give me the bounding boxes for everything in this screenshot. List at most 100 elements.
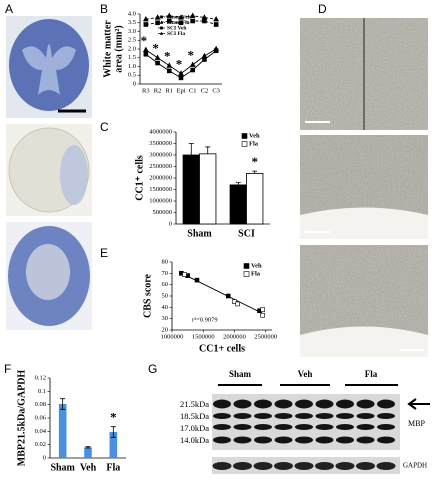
band [213,413,231,419]
arrow [407,398,430,410]
marker-label: 21.5kDa [180,399,209,409]
x-tick-label: R3 [142,87,150,94]
band [274,413,293,419]
legend-label: SCI Fla [167,31,185,37]
significance: * [187,48,194,63]
marker [182,272,187,277]
marker [160,15,163,19]
x-tick-label: Epi [176,87,185,94]
band [274,424,293,430]
legend-label: Fla [249,140,259,147]
y-tick-label: 1.0 [128,63,136,70]
y-tick-label: 2.0 [128,45,136,52]
annotation: r²=0.9079 [192,316,218,323]
group-label: Sham [229,369,252,379]
marker [143,22,149,27]
band [376,462,396,470]
y-tick-label: 40 [162,304,169,311]
y-tick-label: 0.06 [35,414,47,421]
marker [159,20,164,24]
trend-line [181,272,263,314]
histology-a [6,16,92,330]
error-bar [188,143,194,155]
x-tick-label: C1 [189,87,197,94]
band [356,399,375,409]
band [233,424,252,430]
y-tick-label: 3.0 [128,28,136,35]
band [295,413,313,419]
band [356,413,375,419]
band [356,462,375,470]
marker [260,307,265,312]
band [233,436,252,444]
band [356,424,375,430]
y-tick-label: 0.1 [38,388,46,395]
marker [159,31,164,35]
band [294,462,314,470]
y-tick-label: 0.02 [35,441,46,448]
band [254,436,272,444]
marker [155,60,160,66]
group-label: Veh [298,369,313,379]
marker [142,46,149,52]
band [336,413,354,419]
panel-label: B [100,2,108,16]
y-axis-title: White matter [102,20,113,78]
tissue-edge [300,207,428,239]
band [315,424,334,430]
band [254,399,272,409]
y-tick-label: 3500000 [149,140,172,147]
band [315,436,334,444]
marker [189,61,196,67]
marker-label: 14.0kDa [180,435,209,445]
significance: * [251,154,258,169]
bar [58,404,67,458]
band [336,436,354,444]
error-bar [60,398,66,410]
marker [166,12,173,18]
panel-label: F [4,362,11,376]
y-tick-label: 20 [162,326,169,333]
error-bar [110,426,116,438]
y-tick-label: 4000000 [149,128,172,135]
y-tick-label: 0 [133,80,136,87]
y-tick-label: 4.0 [128,10,136,17]
y-tick-label: 500000 [153,209,173,216]
x-tick-label: 1000000 [161,333,184,340]
x-tick-label: Fla [106,462,120,473]
legend-label: Sham Fla [167,20,190,26]
legend-swatch [243,271,250,277]
gray-matter [22,44,76,95]
panel-label: G [148,362,157,376]
x-tick-label: SCI [238,228,255,239]
legend-label: Sham Veh [167,14,191,20]
band [274,399,293,409]
panel-label: E [100,246,108,260]
marker-label: 17.0kDa [180,423,209,433]
x-tick-label: C2 [201,87,209,94]
marker [189,12,196,18]
legend-label: Veh [251,262,262,269]
band [213,436,231,444]
y-tick-label: 2500000 [149,163,172,170]
band [274,436,293,444]
band [295,399,313,409]
band [315,399,334,409]
legend-label: Veh [249,132,260,139]
bar [199,153,217,225]
panel-label: A [5,2,13,16]
marker [178,14,184,20]
significance: * [110,410,117,425]
x-tick-label: R1 [165,87,173,94]
group-label: Fla [365,369,378,379]
marker [160,26,163,30]
marker [194,277,200,283]
tissue-edge [300,326,428,357]
legend-swatch [243,263,250,269]
y-tick-label: 3.5 [128,19,136,26]
bar [84,447,92,458]
band [336,424,354,430]
x-tick-label: R2 [154,87,162,94]
x-tick-label: 1500000 [192,333,215,340]
